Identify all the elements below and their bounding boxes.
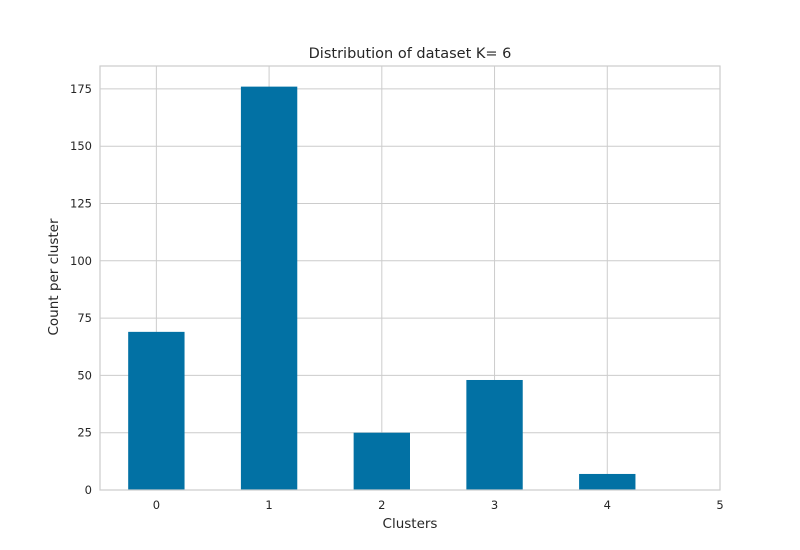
x-tick-label: 4: [604, 498, 611, 512]
y-tick-label: 100: [70, 254, 92, 268]
x-tick-labels: 0 1 2 3 4 5: [153, 498, 724, 512]
x-tick-label: 2: [378, 498, 385, 512]
x-tick-label: 5: [716, 498, 723, 512]
chart-title: Distribution of dataset K= 6: [309, 46, 512, 62]
bar-cluster-1: [240, 86, 298, 491]
y-tick-label: 50: [77, 368, 92, 382]
y-tick-label: 125: [70, 197, 92, 211]
y-tick-label: 150: [70, 139, 92, 153]
x-axis-label: Clusters: [383, 516, 438, 532]
bar-cluster-4: [579, 473, 636, 490]
plot-frame: [99, 65, 721, 491]
x-tick-label: 1: [265, 498, 272, 512]
y-tick-labels: 0 25 50 75 100 125 150 175: [70, 82, 92, 497]
bars: [128, 86, 636, 491]
x-tick-label: 3: [491, 498, 498, 512]
y-tick-label: 75: [77, 311, 92, 325]
bar-cluster-2: [353, 432, 410, 490]
grid: [100, 66, 721, 491]
y-tick-label: 0: [85, 483, 92, 497]
bar-cluster-3: [466, 379, 523, 490]
y-tick-label: 25: [77, 426, 92, 440]
y-axis-label: Count per cluster: [46, 218, 62, 335]
x-tick-label: 0: [153, 498, 160, 512]
bar-cluster-0: [128, 331, 185, 490]
y-tick-label: 175: [70, 82, 92, 96]
